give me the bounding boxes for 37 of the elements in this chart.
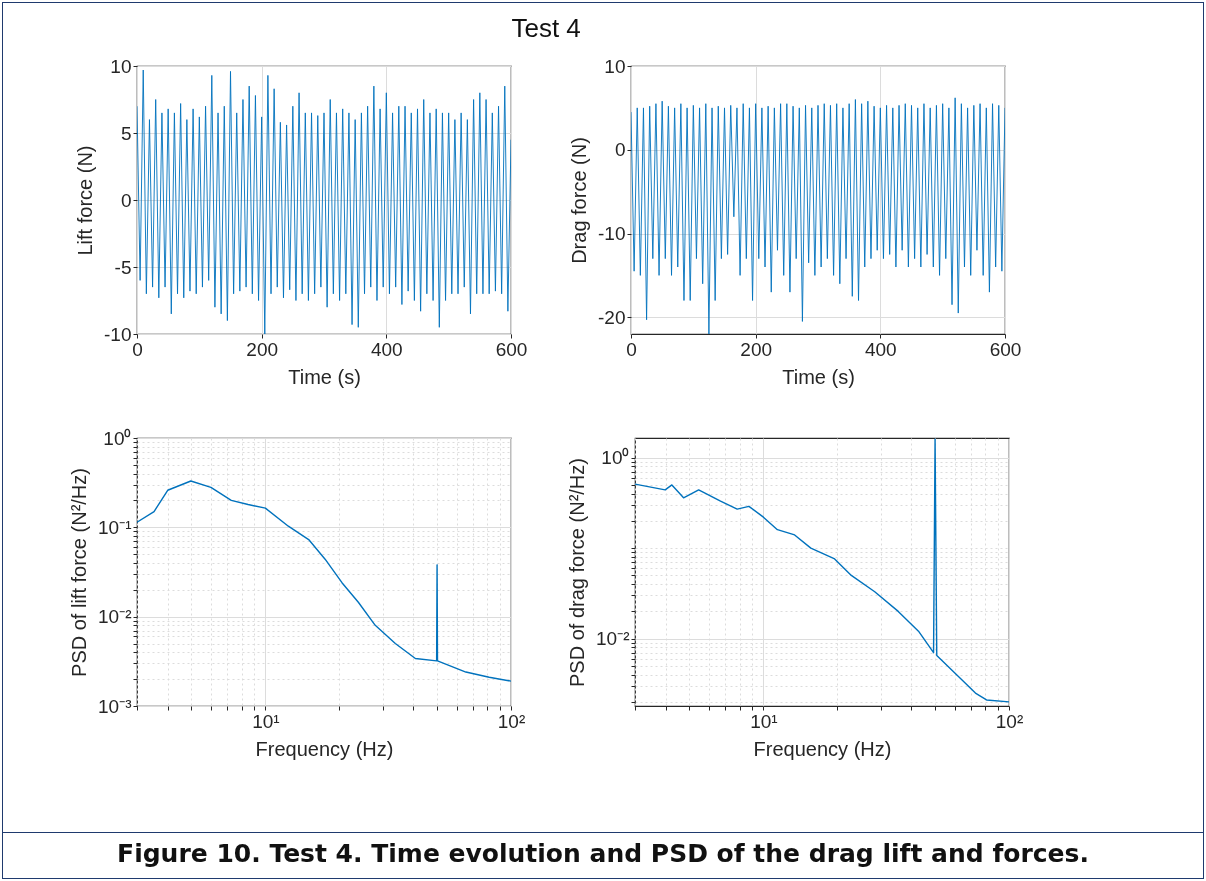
line-series (137, 69, 511, 334)
x-tick-label: 10¹ (750, 710, 778, 732)
y-tick-label: 5 (120, 122, 132, 144)
x-tick-label: 600 (989, 338, 1022, 360)
y-tick-label: -10 (598, 223, 626, 244)
y-axis-title: Drag force (N) (568, 137, 591, 264)
chart-title: Test 4 (511, 13, 581, 44)
y-tick-label: 10 (604, 55, 626, 77)
y-tick-label: 10⁻³ (98, 695, 132, 717)
x-tick-label: 600 (495, 338, 528, 360)
y-tick-label: -10 (104, 323, 132, 345)
x-tick-label: 10² (497, 710, 526, 732)
y-tick-label: -5 (114, 256, 132, 278)
y-tick-label: 0 (120, 189, 132, 211)
y-tick-label: 10⁻¹ (98, 516, 132, 538)
y-tick-label: 10⁰ (601, 447, 630, 469)
y-axis-title: Lift force (N) (74, 145, 97, 256)
y-tick-label: 10⁻² (596, 628, 630, 650)
y-axis-title: PSD of drag force (N²/Hz) (566, 458, 589, 687)
caption: Figure 10. Test 4. Time evolution and PSD of the drag lift and forces. (3, 832, 1203, 868)
x-tick-label: 200 (246, 338, 279, 360)
y-tick-label: 10⁻² (98, 606, 132, 628)
y-tick-label: 10⁰ (103, 427, 132, 449)
x-tick-label: 200 (740, 338, 773, 360)
y-tick-label: 10 (110, 55, 132, 77)
x-tick-label: 400 (864, 338, 897, 360)
x-tick-label: 10¹ (252, 710, 280, 732)
x-axis-title: Frequency (Hz) (753, 737, 892, 760)
line-series (631, 97, 1005, 334)
x-axis-title: Time (s) (288, 365, 361, 388)
y-axis-title: PSD of lift force (N²/Hz) (68, 468, 91, 677)
y-tick-label: 0 (614, 139, 626, 161)
x-tick-label: 400 (370, 338, 403, 360)
x-axis-title: Time (s) (782, 365, 855, 388)
y-tick-label: -20 (598, 306, 626, 328)
x-tick-label: 10² (995, 710, 1024, 732)
x-axis-title: Frequency (Hz) (255, 737, 394, 760)
